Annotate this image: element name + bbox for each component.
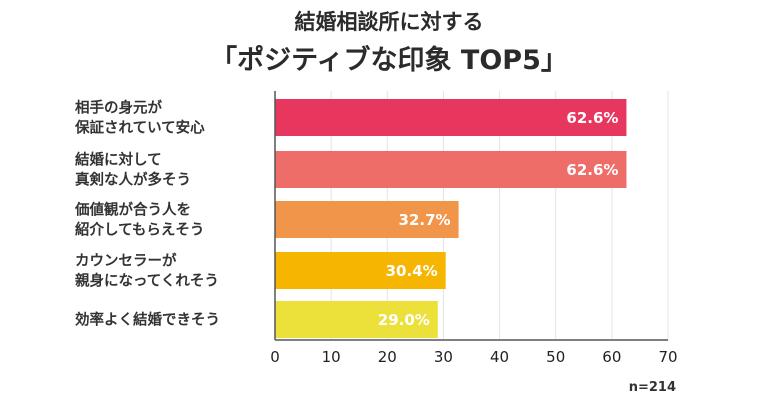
category-label: カウンセラーが [75,252,177,270]
x-tick-label: 60 [602,348,621,366]
x-tick-label: 0 [270,348,280,366]
category-label: 効率よく結婚できそう [75,311,220,329]
category-label: 相手の身元が [75,99,162,117]
bar-value-label: 30.4% [386,262,438,280]
category-label: 親身になってくれそう [75,272,219,290]
category-label: 紹介してもらえそう [75,221,204,239]
x-tick-label: 20 [378,348,397,366]
bar-value-label: 29.0% [378,311,430,329]
bar-value-label: 32.7% [399,211,451,229]
x-tick-label: 10 [322,348,341,366]
category-label: 価値観が合う人を [74,201,191,219]
x-tick-label: 70 [658,348,677,366]
x-tick-label: 50 [546,348,565,366]
sample-size-note: n=214 [629,380,676,395]
category-label: 真剣な人が多そう [75,171,191,189]
bar [275,252,446,289]
x-tick-label: 40 [490,348,509,366]
x-tick-label: 30 [434,348,453,366]
bar [275,99,627,136]
bar [275,301,438,338]
category-label: 結婚に対して [75,151,162,169]
bar [275,201,459,238]
bar [275,151,627,188]
chart-subtitle: 「ポジティブな印象 TOP5」 [210,45,568,76]
bar-value-label: 62.6% [566,161,618,179]
category-label: 保証されていて安心 [74,119,205,137]
bar-value-label: 62.6% [566,109,618,127]
chart-title: 結婚相談所に対する [294,10,484,34]
